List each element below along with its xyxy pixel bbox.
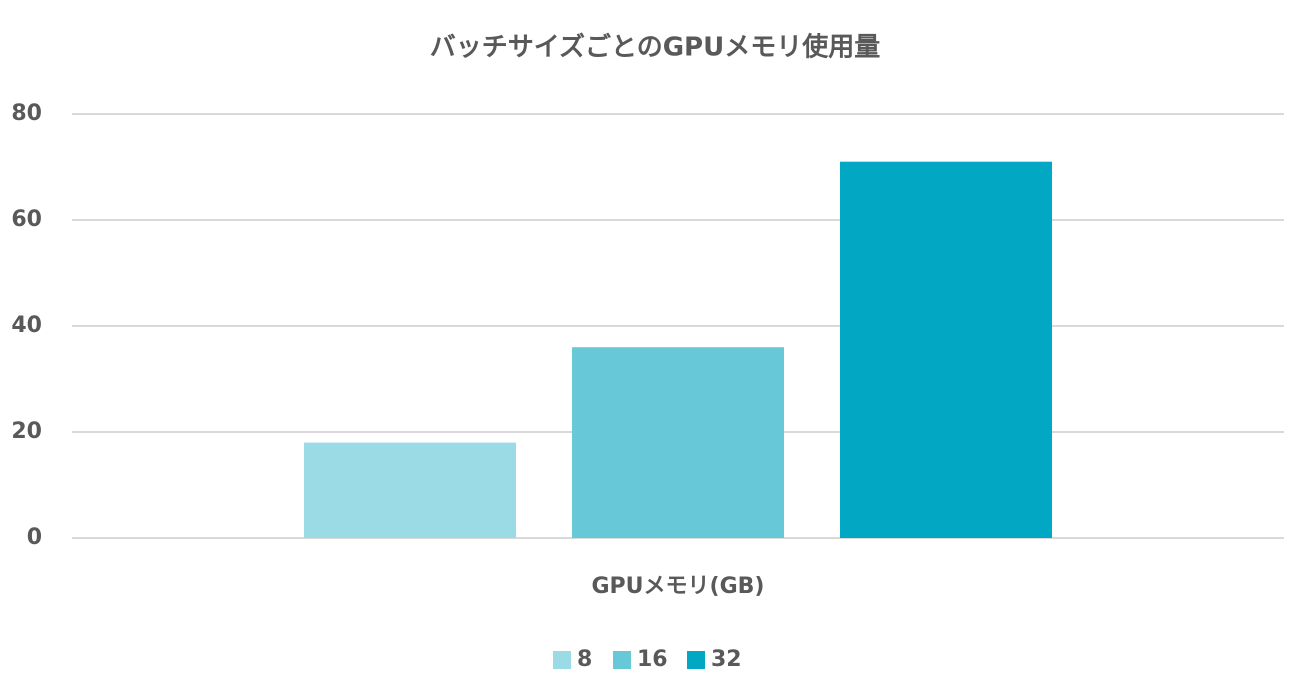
legend-swatch — [553, 651, 571, 669]
bar — [572, 347, 784, 538]
legend-label: 16 — [637, 647, 668, 672]
y-tick-label: 60 — [11, 207, 42, 232]
bar — [304, 442, 516, 538]
chart-title: バッチサイズごとのGPUメモリ使用量 — [430, 32, 880, 63]
legend-swatch — [613, 651, 631, 669]
y-tick-label: 0 — [27, 525, 42, 550]
legend-label: 8 — [577, 647, 592, 672]
legend-label: 32 — [711, 647, 742, 672]
legend-swatch — [687, 651, 705, 669]
y-tick-label: 20 — [11, 419, 42, 444]
y-tick-label: 40 — [11, 313, 42, 338]
x-axis-category: GPUメモリ(GB) — [592, 574, 765, 599]
y-tick-label: 80 — [11, 101, 42, 126]
bar — [840, 161, 1052, 538]
